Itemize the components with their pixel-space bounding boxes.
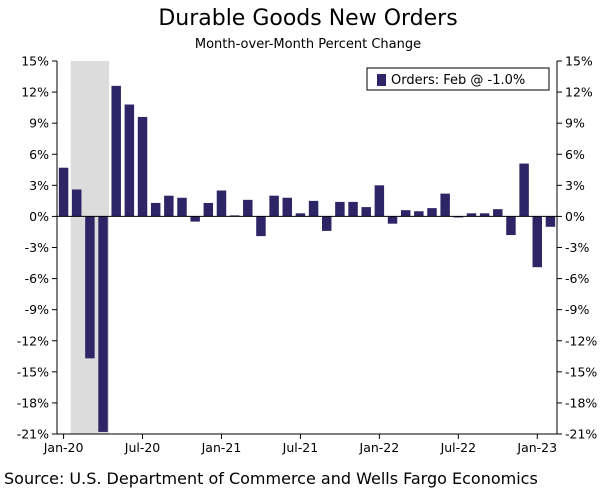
y-tick-label-left: -9% — [25, 302, 49, 317]
bar-oct-20 — [177, 197, 187, 217]
bar-mar-22 — [400, 210, 411, 217]
legend-box — [366, 67, 550, 91]
y-tick-label-left: 15% — [21, 54, 49, 69]
y-tick-label-left: 9% — [29, 116, 49, 131]
y-tick-label-right: -6% — [565, 271, 589, 286]
bar-jul-21 — [295, 213, 306, 217]
bar-may-21 — [269, 195, 279, 217]
bar-dec-20 — [203, 202, 214, 217]
y-tick-label-right: 9% — [565, 116, 585, 131]
bar-nov-21 — [348, 201, 358, 217]
y-tick-label-left: 0% — [29, 209, 49, 224]
bar-mar-20 — [85, 216, 95, 359]
y-tick-label-right: -9% — [565, 302, 589, 317]
bar-may-20 — [111, 85, 121, 217]
y-tick-label-left: -15% — [17, 364, 49, 379]
x-tick-label: Jul-21 — [282, 440, 319, 455]
bar-sep-22 — [479, 213, 490, 217]
bar-oct-22 — [493, 209, 503, 217]
y-tick-label-left: 3% — [29, 178, 49, 193]
source-note: Source: U.S. Department of Commerce and … — [4, 469, 538, 488]
bar-sep-20 — [164, 195, 174, 217]
bar-sep-21 — [322, 216, 332, 231]
bar-mar-21 — [243, 199, 253, 217]
legend-label: Orders: Feb @ -1.0% — [391, 73, 525, 88]
y-tick-label-left: -12% — [17, 333, 49, 348]
legend-swatch — [377, 74, 386, 86]
y-tick-label-right: -3% — [565, 240, 589, 255]
bar-apr-20 — [98, 216, 108, 432]
bar-nov-22 — [506, 216, 516, 236]
y-tick-label-right: -18% — [565, 395, 597, 410]
y-tick-label-right: -15% — [565, 364, 597, 379]
bar-jan-21 — [216, 190, 227, 217]
x-tick-label: Jan-20 — [43, 440, 84, 455]
x-tick-label: Jul-22 — [440, 440, 477, 455]
bar-feb-22 — [387, 216, 398, 224]
bar-oct-21 — [335, 201, 345, 217]
bar-jan-23 — [532, 216, 542, 268]
y-tick-label-left: -21% — [17, 427, 49, 442]
y-tick-label-right: 12% — [565, 85, 593, 100]
y-tick-label-right: -21% — [565, 427, 597, 442]
bar-feb-21 — [229, 215, 240, 217]
legend: Orders: Feb @ -1.0% — [366, 67, 550, 91]
bar-jul-20 — [137, 116, 148, 217]
x-tick-label: Jan-21 — [201, 440, 242, 455]
y-tick-label-right: -12% — [565, 333, 597, 348]
y-tick-label-left: -18% — [17, 395, 49, 410]
bar-apr-22 — [414, 211, 424, 217]
x-tick-label: Jan-23 — [516, 440, 557, 455]
y-tick-label-left: -6% — [25, 271, 49, 286]
chart-subtitle: Month-over-Month Percent Change — [194, 37, 422, 52]
bar-jan-22 — [374, 185, 385, 217]
y-tick-label-right: 3% — [565, 178, 585, 193]
chart-title: Durable Goods New Orders — [158, 6, 458, 31]
bar-aug-21 — [308, 200, 319, 217]
y-tick-label-left: 12% — [21, 85, 49, 100]
bar-jul-22 — [453, 216, 464, 218]
bar-may-22 — [427, 208, 437, 217]
bar-apr-21 — [256, 216, 266, 237]
y-tick-label-right: 0% — [565, 209, 585, 224]
bar-jun-22 — [440, 193, 450, 217]
bar-dec-22 — [519, 163, 529, 217]
y-tick-label-right: 15% — [565, 54, 593, 69]
y-tick-label-left: -3% — [25, 240, 49, 255]
y-tick-label-left: 6% — [29, 147, 49, 162]
bar-feb-23 — [545, 216, 556, 227]
bar-feb-20 — [72, 189, 82, 217]
bar-jun-20 — [124, 104, 135, 217]
x-tick-label: Jul-20 — [124, 440, 161, 455]
bar-aug-22 — [466, 213, 477, 217]
bar-aug-20 — [150, 202, 161, 217]
bar-jun-21 — [282, 197, 292, 217]
x-tick-label: Jan-22 — [359, 440, 400, 455]
bar-dec-21 — [361, 207, 371, 217]
bar-nov-20 — [190, 216, 200, 222]
y-tick-label-right: 6% — [565, 147, 585, 162]
bar-jan-20 — [58, 167, 69, 217]
